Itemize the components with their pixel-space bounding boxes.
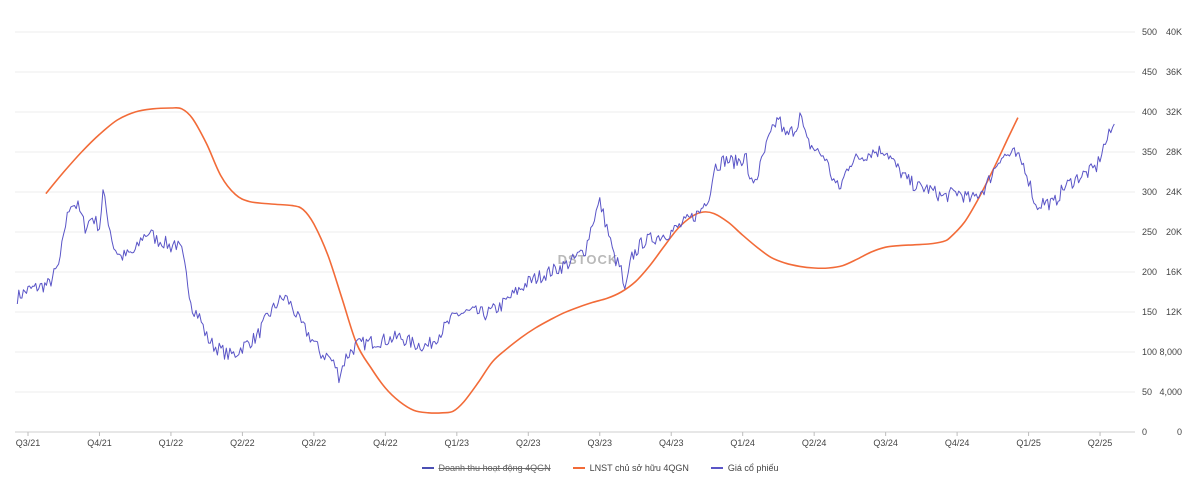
x-axis-tick: Q3/22 xyxy=(302,438,327,448)
right-axis-tick: 16K xyxy=(1166,267,1182,277)
legend-label-profit: LNST chủ sở hữu 4QGN xyxy=(589,463,689,473)
x-axis-tick: Q4/24 xyxy=(945,438,970,448)
x-axis-tick: Q3/21 xyxy=(16,438,41,448)
x-axis-tick: Q1/22 xyxy=(159,438,184,448)
left-axis-tick: 0 xyxy=(1142,427,1147,437)
legend-item-revenue[interactable]: Doanh thu hoạt động 4QGN xyxy=(421,463,551,473)
left-axis-tick: 500 xyxy=(1142,27,1157,37)
x-axis-tick: Q2/25 xyxy=(1088,438,1113,448)
x-axis-tick: Q1/23 xyxy=(445,438,470,448)
x-axis-tick: Q2/23 xyxy=(516,438,541,448)
series-layer xyxy=(16,106,1115,414)
legend-label-revenue: Doanh thu hoạt động 4QGN xyxy=(438,463,551,473)
legend-swatch-profit xyxy=(572,467,585,469)
right-axis-tick: 32K xyxy=(1166,107,1182,117)
right-axis-tick: 4,000 xyxy=(1159,387,1182,397)
left-axis-tick: 150 xyxy=(1142,307,1157,317)
right-axis-tick: 0 xyxy=(1177,427,1182,437)
right-axis-tick: 36K xyxy=(1166,67,1182,77)
right-axis-tick: 28K xyxy=(1166,147,1182,157)
left-axis-tick: 300 xyxy=(1142,187,1157,197)
x-axis-tick: Q3/24 xyxy=(873,438,898,448)
x-axis-tick: Q4/21 xyxy=(87,438,112,448)
right-axis-tick: 24K xyxy=(1166,187,1182,197)
x-axis-tick: Q4/22 xyxy=(373,438,398,448)
left-axis-tick: 450 xyxy=(1142,67,1157,77)
legend-swatch-price xyxy=(710,467,723,469)
legend-swatch-revenue xyxy=(421,467,434,469)
right-axis-tick: 12K xyxy=(1166,307,1182,317)
legend-item-price[interactable]: Giá cổ phiếu xyxy=(710,463,779,473)
right-axis-tick: 8,000 xyxy=(1159,347,1182,357)
left-axis-tick: 350 xyxy=(1142,147,1157,157)
left-axis-tick: 50 xyxy=(1142,387,1152,397)
x-axis: Q3/21 Q4/21 Q1/22 Q2/22 Q3/22 Q4/22 Q1/23 Q2/23… xyxy=(16,432,1113,448)
right-axis-tick: 40K xyxy=(1166,27,1182,37)
legend: Doanh thu hoạt động 4QGN LNST chủ sở hữu… xyxy=(0,460,1200,476)
x-axis-tick: Q2/24 xyxy=(802,438,827,448)
series-line-price xyxy=(16,112,1115,384)
grid-lines xyxy=(15,31,1135,433)
left-axis-tick: 200 xyxy=(1142,267,1157,277)
x-axis-tick: Q1/24 xyxy=(730,438,755,448)
x-axis-tick: Q1/25 xyxy=(1016,438,1041,448)
series-line-profit xyxy=(45,106,1019,414)
legend-label-price: Giá cổ phiếu xyxy=(727,463,779,473)
legend-item-profit[interactable]: LNST chủ sở hữu 4QGN xyxy=(572,463,689,473)
right-axis-tick: 20K xyxy=(1166,227,1182,237)
x-axis-tick: Q3/23 xyxy=(587,438,612,448)
left-axis-tick: 400 xyxy=(1142,107,1157,117)
left-axis-tick: 100 xyxy=(1142,347,1157,357)
left-axis-tick: 250 xyxy=(1142,227,1157,237)
x-axis-tick: Q4/23 xyxy=(659,438,684,448)
x-axis-tick: Q2/22 xyxy=(230,438,255,448)
right-axis: 40K 36K 32K 28K 24K 20K 16K 12K 8,000 4,000 0 xyxy=(1159,27,1182,437)
